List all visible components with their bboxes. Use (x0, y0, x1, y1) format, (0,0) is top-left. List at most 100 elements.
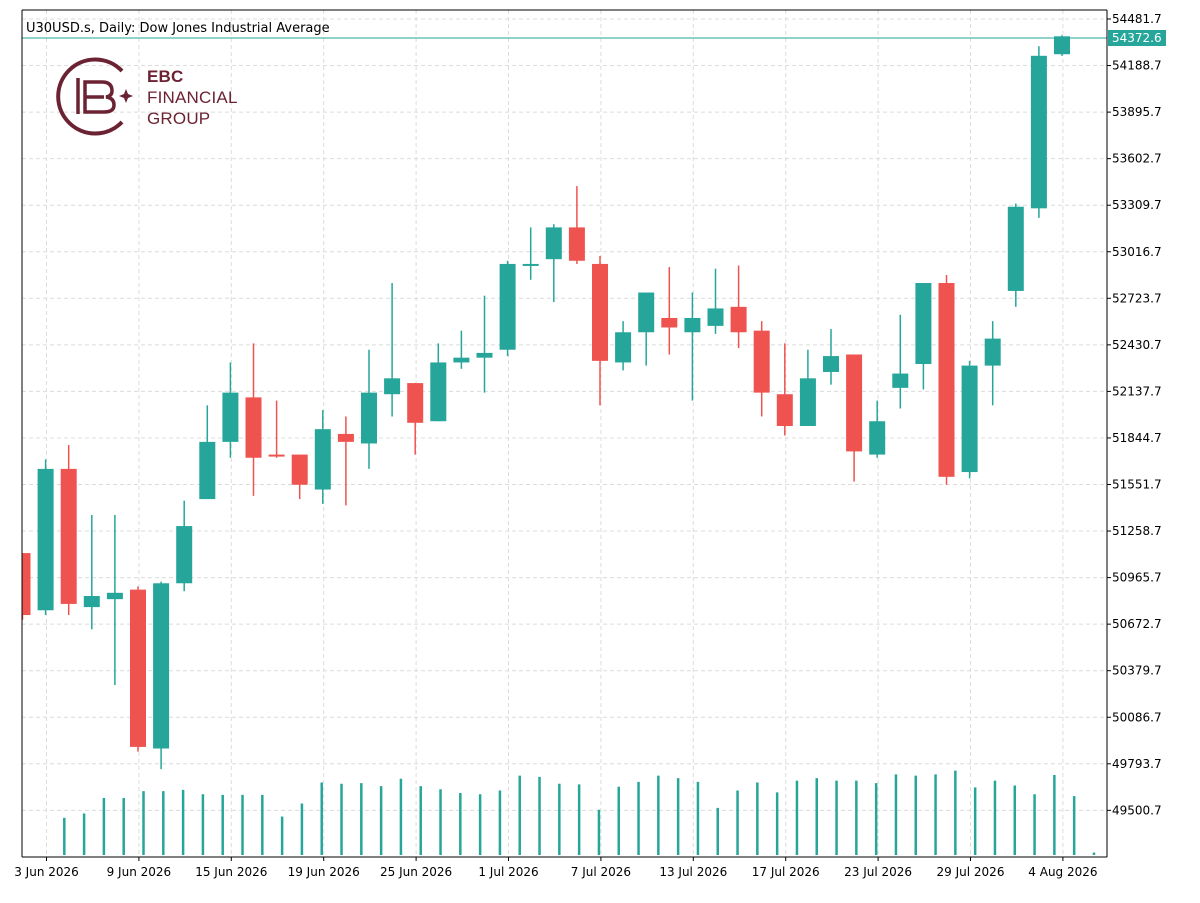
candle-body (1054, 36, 1070, 55)
candle-bull (1007, 203, 1024, 307)
candlesticks (21, 35, 1070, 770)
candle-bear (846, 354, 863, 482)
candle-bull (915, 283, 932, 390)
candle-bull (361, 349, 377, 469)
candle-body (753, 330, 770, 393)
y-tick-label: 49500.7 (1112, 803, 1162, 817)
candle-bull (430, 343, 447, 422)
candle-bear (938, 275, 955, 485)
candle-body (60, 468, 77, 604)
candle-bull (176, 500, 193, 592)
x-tick-label: 9 Jun 2026 (107, 865, 172, 879)
candle-bull (684, 292, 701, 401)
candle-bull (545, 224, 562, 303)
candle-bear (592, 255, 608, 406)
candle-body (984, 338, 1001, 366)
candle-body (545, 227, 562, 260)
x-tick-label: 17 Jul 2026 (752, 865, 820, 879)
candle-body (37, 468, 54, 611)
candle-bull (314, 410, 331, 504)
candle-body (661, 317, 678, 328)
ebc-logo-mark-icon (56, 57, 133, 136)
logo-line-2: FINANCIAL (147, 88, 238, 107)
y-tick-label: 50086.7 (1112, 710, 1162, 724)
candle-bull (892, 314, 909, 409)
candle-body (268, 454, 285, 457)
y-tick-label: 51844.7 (1112, 431, 1162, 445)
x-tick-label: 3 Jun 2026 (14, 865, 79, 879)
candle-body (522, 263, 539, 266)
x-tick-label: 19 Jun 2026 (288, 865, 360, 879)
candle-body (846, 354, 863, 452)
candle-body (892, 373, 909, 388)
chart-header: U30USD.s, Daily: Dow Jones Industrial Av… (26, 21, 330, 36)
symbol-label: U30USD.s (26, 21, 91, 36)
candle-body (823, 356, 839, 372)
y-tick-label: 50672.7 (1112, 617, 1162, 631)
x-tick-label: 1 Jul 2026 (478, 865, 538, 879)
candle-body (592, 263, 608, 361)
y-tick-label: 54481.7 (1112, 12, 1162, 26)
candle-body (199, 441, 216, 500)
candle-body (361, 392, 377, 444)
candle-body (869, 421, 886, 455)
candle-body (638, 292, 655, 333)
candle-bear (268, 400, 285, 458)
x-tick-label: 15 Jun 2026 (195, 865, 267, 879)
candle-bear (568, 186, 585, 264)
timeframe-label: Daily: (99, 21, 136, 36)
candle-body (961, 365, 978, 473)
y-tick-label: 53016.7 (1112, 245, 1162, 259)
y-tick-label: 51258.7 (1112, 524, 1162, 538)
candle-bear (730, 265, 747, 349)
candle-bear (21, 553, 31, 620)
candle-bull (476, 295, 493, 393)
candle-bull (615, 321, 632, 371)
candle-bull (638, 292, 655, 366)
candle-body (1030, 55, 1047, 209)
candle-body (384, 378, 401, 395)
y-tick-label: 53309.7 (1112, 198, 1162, 212)
logo-line-1: EBC (147, 67, 184, 86)
logo-text: EBC FINANCIAL GROUP (147, 66, 238, 129)
current-price-label: 54372.6 (1112, 31, 1162, 45)
logo-line-3: GROUP (147, 109, 211, 128)
candle-body (776, 394, 793, 426)
y-tick-label: 51551.7 (1112, 478, 1162, 492)
candle-bull (1030, 46, 1047, 218)
candle-bear (661, 267, 678, 355)
candle-bull (869, 400, 886, 458)
candle-bear (337, 416, 354, 506)
chart-axes (21, 9, 1108, 858)
candle-body (245, 397, 262, 458)
candle-bear (130, 586, 146, 752)
candle-bull (799, 349, 816, 426)
instrument-description: Dow Jones Industrial Average (139, 21, 330, 36)
candle-body (684, 317, 701, 333)
candle-bull (83, 514, 100, 630)
candle-bull (522, 227, 539, 280)
y-tick-label: 52430.7 (1112, 338, 1162, 352)
candle-body (407, 383, 424, 423)
candle-bear (60, 445, 77, 616)
candle-body (176, 526, 193, 584)
y-tick-label: 52137.7 (1112, 384, 1162, 398)
y-tick-label: 54188.7 (1112, 59, 1162, 73)
candle-bull (453, 330, 470, 369)
candle-body (314, 429, 331, 490)
volume-bars (63, 770, 1096, 855)
ebc-logo: EBC FINANCIAL GROUP (52, 56, 252, 136)
candle-body (730, 306, 747, 333)
y-tick-label: 49793.7 (1112, 757, 1162, 771)
price-axis: 54481.7 54188.7 53895.7 53602.7 53309.7 53016… (1107, 12, 1162, 817)
candle-bull (37, 459, 54, 616)
current-price-tag (1108, 30, 1166, 46)
candle-body (568, 227, 585, 261)
candle-body (22, 553, 31, 616)
candle-bull (823, 329, 839, 385)
candle-body (291, 454, 308, 485)
time-axis: 3 Jun 2026 9 Jun 2026 15 Jun 2026 19 Jun 20… (14, 857, 1098, 879)
candle-body (130, 589, 146, 747)
candle-body (222, 392, 239, 442)
